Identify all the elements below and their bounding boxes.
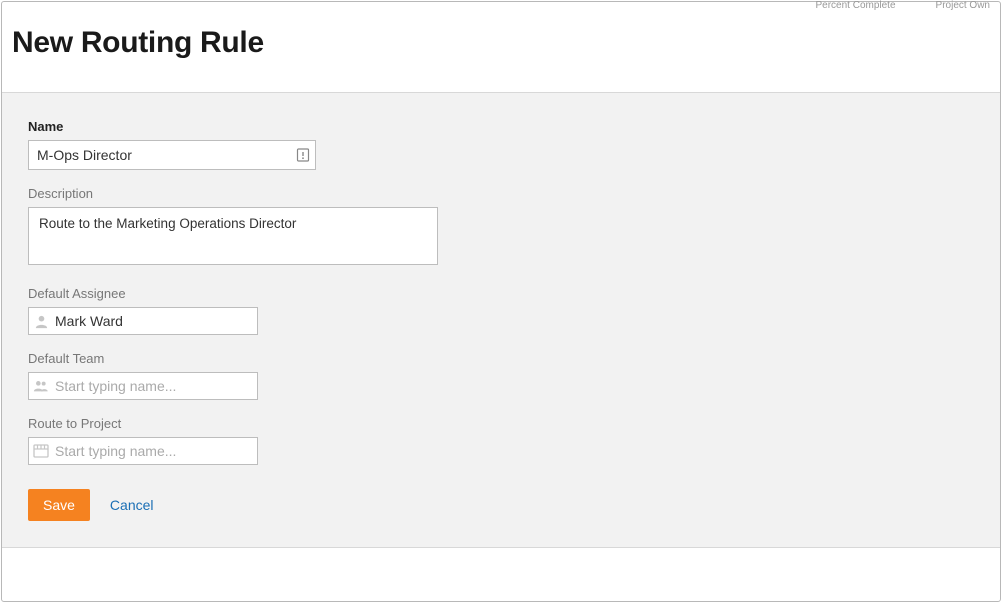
default-assignee-input[interactable] [55, 313, 253, 329]
people-icon [33, 378, 49, 394]
ghost-col-2: Project Own [936, 0, 990, 11]
default-team-input[interactable] [55, 378, 253, 394]
field-group-name: Name [28, 119, 974, 170]
field-group-default-team: Default Team [28, 351, 974, 400]
route-to-project-picker[interactable] [28, 437, 258, 465]
route-to-project-input[interactable] [55, 443, 253, 459]
description-label: Description [28, 186, 974, 201]
background-ghost-text: Percent Complete Project Own [815, 0, 990, 11]
person-icon [33, 313, 49, 329]
route-to-project-label: Route to Project [28, 416, 974, 431]
field-group-default-assignee: Default Assignee [28, 286, 974, 335]
default-assignee-label: Default Assignee [28, 286, 974, 301]
page-title: New Routing Rule [12, 26, 990, 60]
save-button[interactable]: Save [28, 489, 90, 521]
name-input-wrap [28, 140, 316, 170]
modal-body: Name Description Route to the Marketing … [2, 93, 1000, 548]
cancel-button[interactable]: Cancel [110, 497, 154, 513]
name-input[interactable] [28, 140, 316, 170]
description-input[interactable]: Route to the Marketing Operations Direct… [28, 207, 438, 265]
default-assignee-picker[interactable] [28, 307, 258, 335]
modal-frame: Percent Complete Project Own New Routing… [1, 1, 1001, 602]
form-actions: Save Cancel [28, 489, 974, 521]
project-icon [33, 443, 49, 459]
name-label: Name [28, 119, 974, 134]
modal-header: New Routing Rule [2, 2, 1000, 93]
ghost-col-1: Percent Complete [815, 0, 895, 11]
field-group-route-to-project: Route to Project [28, 416, 974, 465]
default-team-label: Default Team [28, 351, 974, 366]
field-group-description: Description Route to the Marketing Opera… [28, 186, 974, 270]
default-team-picker[interactable] [28, 372, 258, 400]
name-input-end-icon [296, 148, 310, 162]
